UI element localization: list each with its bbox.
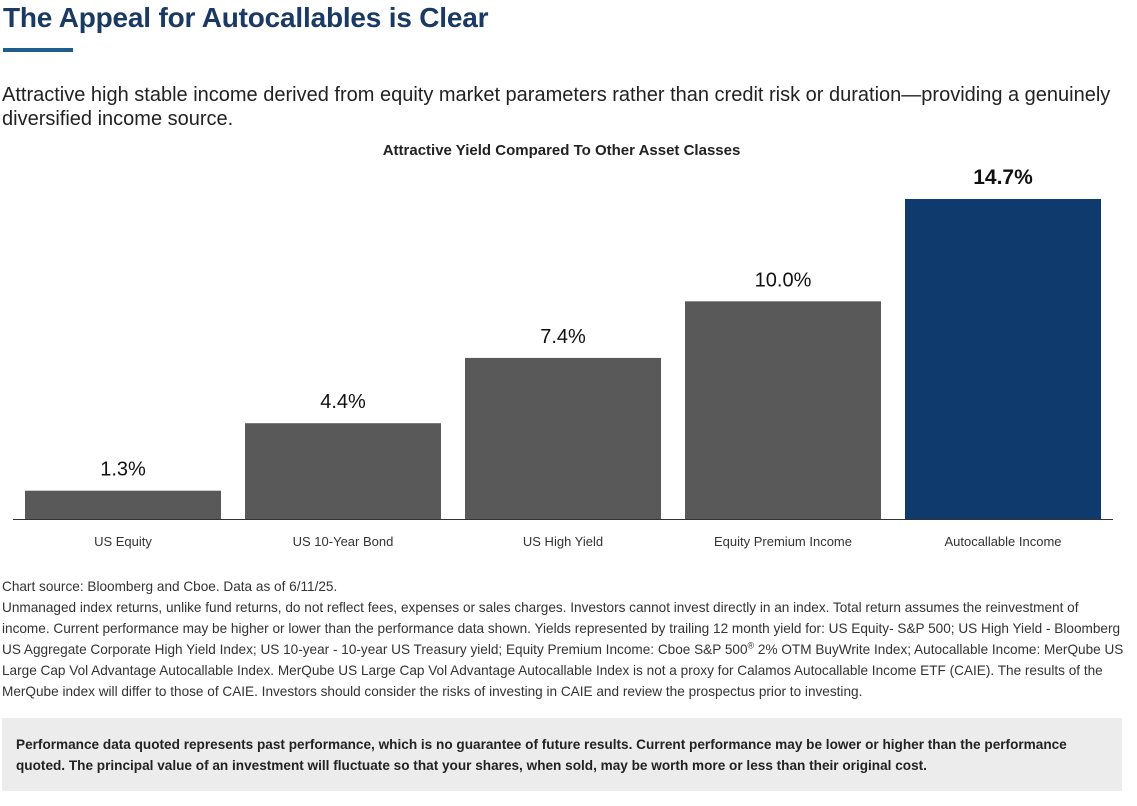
registered-mark: ® — [747, 640, 755, 651]
bar-equity-premium-income — [685, 301, 881, 519]
bar-us-equity — [25, 490, 221, 519]
x-tick-label: US 10-Year Bond — [293, 534, 394, 549]
x-tick-label: Autocallable Income — [944, 534, 1061, 549]
x-tick-label: US Equity — [94, 534, 152, 549]
bar-value-label: 10.0% — [755, 269, 812, 291]
x-tick-label: US High Yield — [523, 534, 603, 549]
disclosure-part-1: Unmanaged index returns, unlike fund ret… — [2, 600, 1121, 657]
x-tick-label: Equity Premium Income — [714, 534, 852, 549]
chart-source: Chart source: Bloomberg and Cboe. Data a… — [2, 579, 338, 594]
chart-title: Attractive Yield Compared To Other Asset… — [382, 142, 741, 159]
disclosure-text: Unmanaged index returns, unlike fund ret… — [2, 597, 1127, 702]
yield-bar-chart: 1.3% US Equity 4.4% US 10-Year Bond 7.4% US H… — [13, 166, 1113, 549]
bar-autocallable-income — [905, 199, 1101, 519]
page-subtitle: Attractive high stable income derived fr… — [2, 84, 1111, 130]
title-underline — [3, 48, 73, 52]
bar-value-label: 4.4% — [320, 391, 366, 413]
performance-disclaimer: Performance data quoted represents past … — [2, 718, 1122, 791]
bar-value-label: 7.4% — [540, 326, 586, 348]
bar-value-label: 1.3% — [100, 459, 146, 481]
chart-notes: Chart source: Bloomberg and Cboe. Data a… — [2, 576, 1127, 702]
bar-value-label: 14.7% — [973, 166, 1033, 189]
bar-us-high-yield — [465, 357, 661, 519]
disclosure-part-2: 2% OTM BuyWrite Index; Autocallable Inco… — [2, 642, 1124, 699]
page-title: The Appeal for Autocallables is Clear — [3, 2, 489, 33]
bar-us-10-year-bond — [245, 423, 441, 519]
